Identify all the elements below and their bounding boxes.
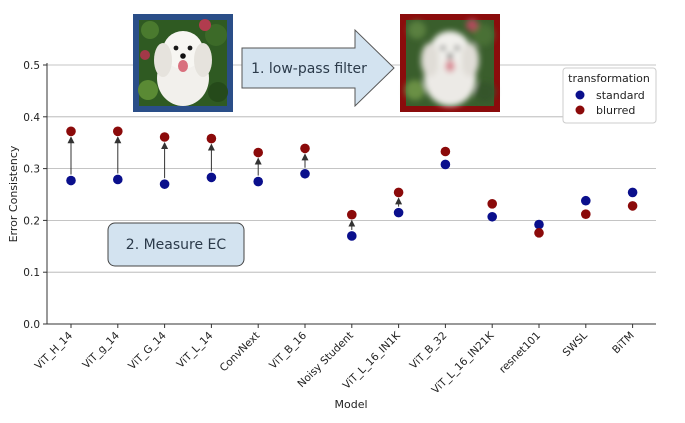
- point-blurred: [440, 146, 451, 157]
- point-standard: [534, 219, 544, 230]
- point-blurred: [627, 201, 638, 211]
- point-blurred: [581, 209, 591, 219]
- x-tick-label: resnet101: [497, 330, 543, 376]
- point-standard: [393, 207, 404, 218]
- point-blurred: [393, 187, 404, 198]
- point-standard: [347, 231, 357, 241]
- point-blurred: [66, 126, 76, 137]
- measure-ec-annotation: 2. Measure EC: [107, 222, 245, 267]
- point-blurred: [534, 228, 544, 238]
- x-tick-label: ConvNext: [218, 330, 263, 375]
- point-standard: [487, 211, 498, 222]
- y-tick-label: 0.2: [23, 215, 40, 227]
- y-tick-label: 0.0: [23, 319, 40, 331]
- y-tick-label: 0.3: [23, 164, 40, 176]
- shift-arrows: [67, 136, 403, 230]
- low-pass-filter-arrow: 1. low-pass filter: [241, 28, 395, 108]
- point-blurred: [253, 147, 263, 158]
- point-standard: [159, 179, 170, 189]
- legend: transformation standard blurred: [562, 67, 657, 124]
- y-axis-label: Error Consistency: [7, 145, 20, 242]
- point-standard: [300, 168, 310, 179]
- original-dog-image: [133, 14, 233, 112]
- point-blurred: [487, 199, 498, 209]
- x-tick-label: ViT_L_14: [175, 329, 216, 370]
- x-tick-label: ViT_B_32: [408, 330, 450, 372]
- point-standard: [581, 195, 591, 206]
- point-standard: [113, 174, 123, 185]
- x-tick-label: BiTM: [610, 330, 637, 357]
- point-blurred: [113, 126, 123, 137]
- measure-ec-text: 2. Measure EC: [126, 237, 227, 253]
- point-blurred: [159, 132, 170, 142]
- x-tick-label: ViT_g_14: [80, 329, 122, 371]
- x-tick-label: ViT_H_14: [33, 329, 76, 372]
- data-points: [66, 126, 638, 241]
- x-tick-label: ViT_G_14: [126, 329, 169, 372]
- y-ticks: 0.0 0.1 0.2 0.3 0.4 0.5: [23, 60, 47, 331]
- legend-label-standard: standard: [596, 89, 645, 102]
- low-pass-filter-text: 1. low-pass filter: [251, 61, 367, 77]
- legend-marker-blurred: [575, 105, 585, 115]
- point-standard: [66, 175, 76, 186]
- point-standard: [253, 176, 263, 187]
- legend-marker-standard: [575, 90, 585, 100]
- point-standard: [627, 187, 638, 198]
- y-tick-label: 0.1: [23, 267, 40, 279]
- legend-title: transformation: [568, 72, 650, 85]
- x-axis-label: Model: [334, 398, 367, 411]
- point-blurred: [206, 133, 217, 144]
- legend-label-blurred: blurred: [596, 104, 635, 117]
- y-tick-label: 0.5: [23, 60, 40, 72]
- point-blurred: [347, 209, 357, 220]
- point-standard: [440, 159, 451, 170]
- x-tick-label: SWSL: [561, 330, 590, 359]
- point-standard: [206, 172, 217, 183]
- x-ticks: ViT_H_14 ViT_g_14 ViT_G_14 ViT_L_14 ConvNext…: [33, 324, 637, 396]
- y-tick-label: 0.4: [23, 112, 40, 124]
- x-tick-label: ViT_B_16: [267, 329, 309, 371]
- blurred-dog-image: [400, 14, 500, 112]
- point-blurred: [300, 143, 310, 154]
